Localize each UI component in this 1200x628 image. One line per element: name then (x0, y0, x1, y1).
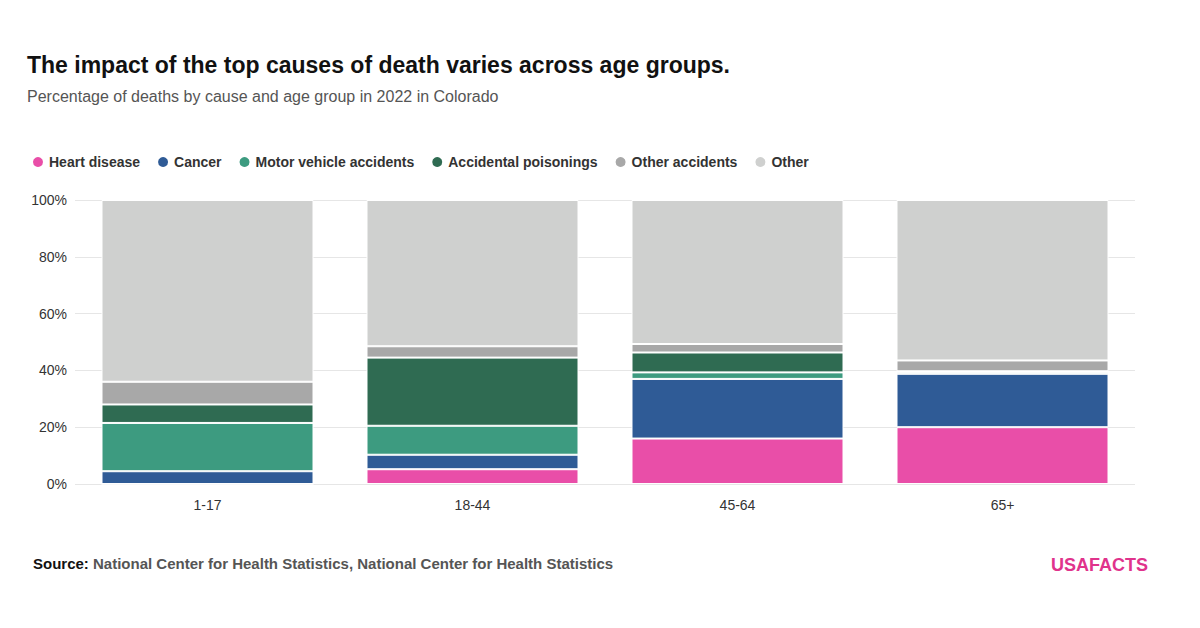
svg-text:100%: 100% (31, 192, 67, 208)
svg-text:Other: Other (771, 154, 809, 170)
svg-text:Other accidents: Other accidents (632, 154, 738, 170)
svg-text:60%: 60% (39, 306, 67, 322)
svg-text:0%: 0% (47, 476, 67, 492)
svg-text:The impact of the top causes o: The impact of the top causes of death va… (27, 52, 730, 78)
svg-text:18-44: 18-44 (455, 497, 491, 513)
svg-text:40%: 40% (39, 362, 67, 378)
svg-text:Percentage of deaths by cause: Percentage of deaths by cause and age gr… (27, 88, 499, 105)
svg-text:Source:: Source: (33, 555, 89, 572)
svg-text:Cancer: Cancer (174, 154, 222, 170)
svg-text:USAFACTS: USAFACTS (1051, 555, 1148, 575)
svg-text:1-17: 1-17 (193, 497, 221, 513)
svg-text:Heart disease: Heart disease (49, 154, 140, 170)
svg-text:80%: 80% (39, 249, 67, 265)
svg-text:45-64: 45-64 (720, 497, 756, 513)
svg-text:National Center for Health Sta: National Center for Health Statistics, N… (89, 555, 613, 572)
svg-text:Accidental poisonings: Accidental poisonings (448, 154, 598, 170)
svg-text:65+: 65+ (991, 497, 1015, 513)
svg-text:Motor vehicle accidents: Motor vehicle accidents (256, 154, 415, 170)
svg-text:20%: 20% (39, 419, 67, 435)
